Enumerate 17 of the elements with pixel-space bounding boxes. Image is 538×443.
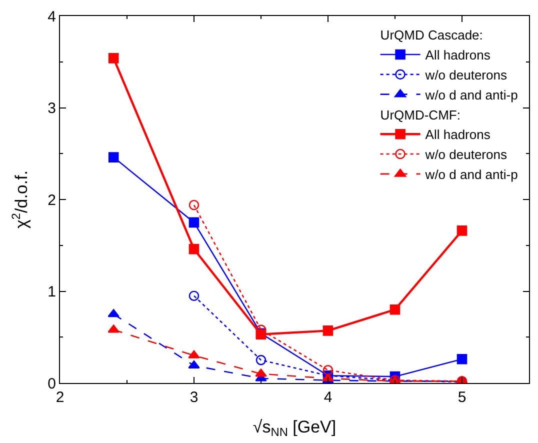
y-tick-label: 3 [48,100,56,117]
y-tick-label: 1 [48,284,56,300]
legend-label: All hadrons [425,48,491,63]
x-tick-label: 4 [324,389,332,406]
x-tick-label: 5 [458,389,466,406]
y-tick-label: 2 [48,192,56,209]
legend-label: w/o deuterons [424,147,508,162]
y-tick-label: 0 [48,375,56,392]
text: UrQMD Cascade: [380,28,483,43]
legend-label: w/o deuterons [424,67,508,82]
legend-label: All hadrons [425,127,491,142]
legend-label: w/o d and anti-p [424,166,518,182]
x-tick-label: 3 [190,389,198,406]
y-tick-label: 4 [48,8,56,26]
legend-label: w/o d and anti-p [424,87,518,102]
x-axis-title: √s$_{NN}$ [GeV] [252,417,336,439]
text: UrQMD-CMF: [380,107,460,122]
